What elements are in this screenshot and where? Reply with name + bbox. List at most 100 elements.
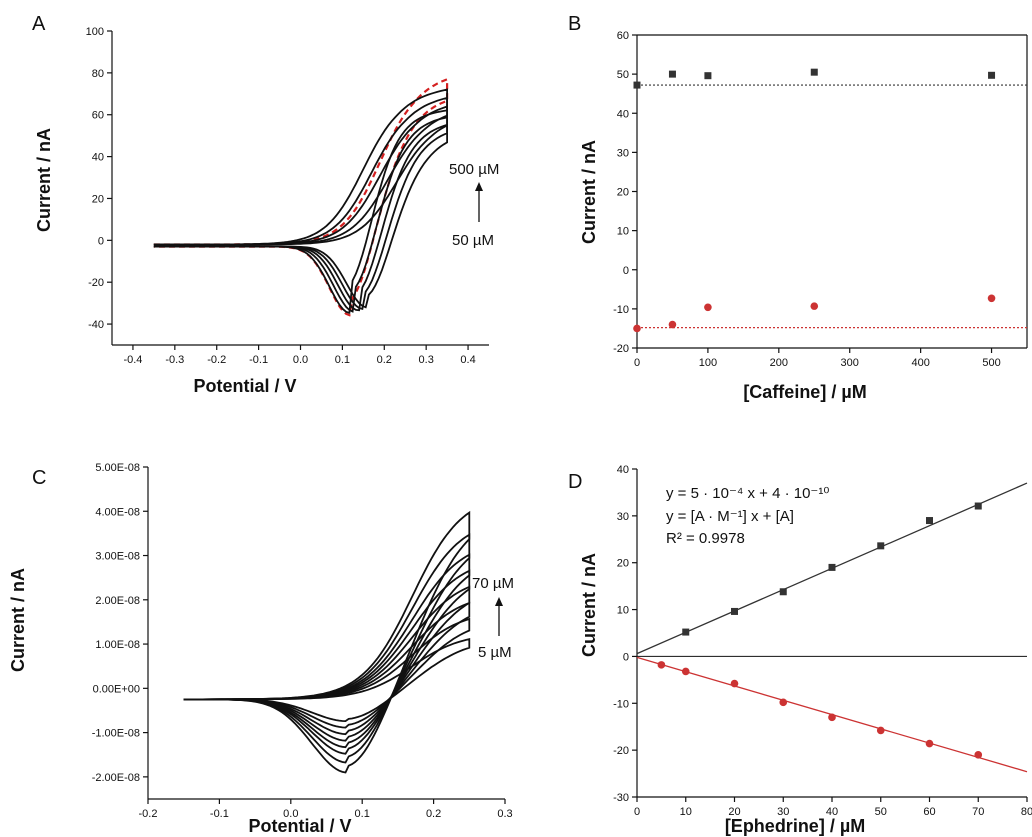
panel-c-y-tick-label: 1.00E-08 bbox=[95, 639, 140, 651]
panel-b-y-tick-label: 0 bbox=[623, 265, 629, 277]
panel-d-point-square bbox=[974, 502, 982, 510]
panel-c-arrow-icon bbox=[495, 597, 503, 606]
panel-d-point-circle bbox=[925, 739, 934, 748]
panel-c-ylabel: Current / nA bbox=[8, 568, 28, 672]
panel-a-x-tick-label: 0.3 bbox=[419, 354, 434, 366]
panel-b-point-square bbox=[633, 81, 641, 89]
panel-a-xlabel: Potential / V bbox=[193, 376, 296, 396]
panel-d-point-circle bbox=[974, 751, 983, 759]
panel-a-y-tick-label: 80 bbox=[92, 68, 104, 80]
panel-b-point-circle bbox=[987, 294, 996, 303]
panel-a-x-tick-label: -0.2 bbox=[207, 354, 226, 366]
panel-a-y-tick-label: 0 bbox=[98, 235, 104, 247]
panel-a-x-tick-label: 0.4 bbox=[460, 354, 475, 366]
panel-b-y-tick-label: 60 bbox=[617, 30, 629, 42]
panel-c-y-tick-label: 5.00E-08 bbox=[95, 462, 140, 474]
panel-a-x-tick-label: -0.4 bbox=[123, 354, 142, 366]
panel-d-x-tick-label: 50 bbox=[875, 806, 887, 818]
panel-c-cv-curve bbox=[183, 617, 471, 729]
panel-c-y-tick-label: 4.00E-08 bbox=[95, 506, 140, 518]
panel-a-y-tick-label: 100 bbox=[86, 26, 104, 38]
panel-d-x-tick-label: 80 bbox=[1021, 806, 1032, 818]
panel-b-x-tick-label: 200 bbox=[770, 357, 788, 369]
panel-d-plot: 0 10 20 30 40 50 60 70 80 -30 -20 -10 0 10 20 30 40 bbox=[613, 464, 1032, 818]
panel-b-ylabel: Current / nA bbox=[579, 140, 599, 244]
panel-a-cv-curve bbox=[153, 123, 448, 309]
panel-a-plot: -0.4 -0.3 -0.2 -0.1 0.0 0.1 0.2 0.3 0.4 -40 -20 0 20… bbox=[86, 26, 489, 366]
panel-c-xlabel: Potential / V bbox=[248, 816, 351, 836]
panel-d-equation-line-3: R² = 0.9978 bbox=[666, 530, 745, 547]
panel-a-cv-curve bbox=[153, 77, 449, 317]
panel-d-x-tick-label: 40 bbox=[826, 806, 838, 818]
panel-c-plot: -0.2 -0.1 0.0 0.1 0.2 0.3 -2.00E-08 -1.00E-08 0.… bbox=[92, 462, 513, 820]
panel-b-point-circle bbox=[633, 324, 641, 333]
panel-d-point-square bbox=[731, 607, 738, 615]
panel-d-point-square bbox=[828, 563, 836, 571]
panel-b-x-tick-label: 300 bbox=[841, 357, 859, 369]
panel-label-c: C bbox=[32, 467, 46, 489]
panel-d-y-tick-label: -20 bbox=[613, 745, 629, 757]
panel-d-y-tick-label: 10 bbox=[617, 605, 629, 617]
panel-a-x-tick-label: -0.3 bbox=[165, 354, 184, 366]
panel-d-x-tick-label: 20 bbox=[728, 806, 740, 818]
panel-b-plot: 0 100 200 300 400 500 -20 -10 0 10 20 30 40 50 60 bbox=[613, 30, 1028, 369]
panel-d-point-circle bbox=[657, 661, 666, 669]
panel-b-x-tick-label: 100 bbox=[699, 357, 717, 369]
panel-label-a: A bbox=[32, 13, 46, 35]
panel-a-x-tick-label: -0.1 bbox=[249, 354, 268, 366]
panel-c-y-tick-label: 2.00E-08 bbox=[95, 595, 140, 607]
panel-a-x-tick-label: 0.2 bbox=[377, 354, 392, 366]
panel-d-y-tick-label: -30 bbox=[613, 792, 629, 804]
panel-b-y-tick-label: 50 bbox=[617, 69, 629, 81]
panel-d-equation-line-2: y = [A · M⁻¹] x + [A] bbox=[666, 508, 794, 525]
panel-c-y-tick-label: -2.00E-08 bbox=[92, 772, 140, 784]
panel-b-xlabel: [Caffeine] / µM bbox=[743, 382, 866, 402]
panel-label-b: B bbox=[568, 13, 581, 35]
panel-c-x-tick-label: -0.2 bbox=[139, 808, 158, 820]
panel-a-arrow-icon bbox=[475, 182, 483, 191]
panel-b-x-tick-label: 500 bbox=[982, 357, 1000, 369]
panel-c-x-tick-label: 0.2 bbox=[426, 808, 441, 820]
panel-d-y-tick-label: -10 bbox=[613, 698, 629, 710]
panel-d-x-tick-label: 70 bbox=[972, 806, 984, 818]
panel-a-y-tick-label: 20 bbox=[92, 193, 104, 205]
panel-c-annotation-top: 70 µM bbox=[472, 575, 514, 592]
panel-a-y-tick-label: 60 bbox=[92, 110, 104, 122]
panel-d-point-square bbox=[926, 517, 933, 525]
panel-c-x-tick-label: 0.0 bbox=[283, 808, 298, 820]
panel-c-x-tick-label: -0.1 bbox=[210, 808, 229, 820]
panel-a-annotation-bottom: 50 µM bbox=[452, 232, 494, 249]
panel-b-point-square bbox=[704, 72, 712, 80]
panel-b-y-tick-label: 30 bbox=[617, 147, 629, 159]
panel-c-y-tick-label: -1.00E-08 bbox=[92, 728, 140, 740]
panel-d-point-circle bbox=[828, 713, 836, 722]
panel-a-x-tick-label: 0.1 bbox=[335, 354, 350, 366]
panel-b-point-square bbox=[668, 70, 676, 78]
panel-b-point-circle bbox=[810, 302, 819, 310]
panel-b-y-tick-label: 40 bbox=[617, 108, 629, 120]
panel-b-point-square bbox=[988, 71, 996, 79]
panel-d-point-circle bbox=[779, 698, 788, 707]
panel-a-ylabel: Current / nA bbox=[34, 128, 54, 232]
panel-c-cv-curve bbox=[183, 510, 471, 774]
panel-d-point-circle bbox=[876, 726, 885, 735]
panel-a-y-tick-label: -20 bbox=[88, 277, 104, 289]
panel-c-x-tick-label: 0.1 bbox=[355, 808, 370, 820]
panel-b-x-tick-label: 0 bbox=[634, 357, 640, 369]
panel-b-point-circle bbox=[668, 320, 677, 329]
panel-c-cv-curve bbox=[183, 637, 471, 723]
panel-d-ylabel: Current / nA bbox=[579, 553, 599, 657]
panel-d-equation-line-1: y = 5 · 10⁻⁴ x + 4 · 10⁻¹⁰ bbox=[666, 485, 829, 502]
panel-d-point-square bbox=[877, 542, 885, 550]
panel-d-point-circle bbox=[730, 679, 739, 688]
panel-c-y-tick-label: 3.00E-08 bbox=[95, 551, 140, 563]
panel-d-x-tick-label: 0 bbox=[634, 806, 640, 818]
panel-a-y-tick-label: 40 bbox=[92, 152, 104, 164]
panel-c-x-tick-label: 0.3 bbox=[497, 808, 512, 820]
panel-b-point-square bbox=[810, 68, 818, 76]
panel-a-annotation-top: 500 µM bbox=[449, 161, 499, 178]
panel-d-x-tick-label: 60 bbox=[923, 806, 935, 818]
panel-d-point-circle bbox=[681, 667, 690, 676]
panel-d-point-square bbox=[682, 628, 690, 636]
